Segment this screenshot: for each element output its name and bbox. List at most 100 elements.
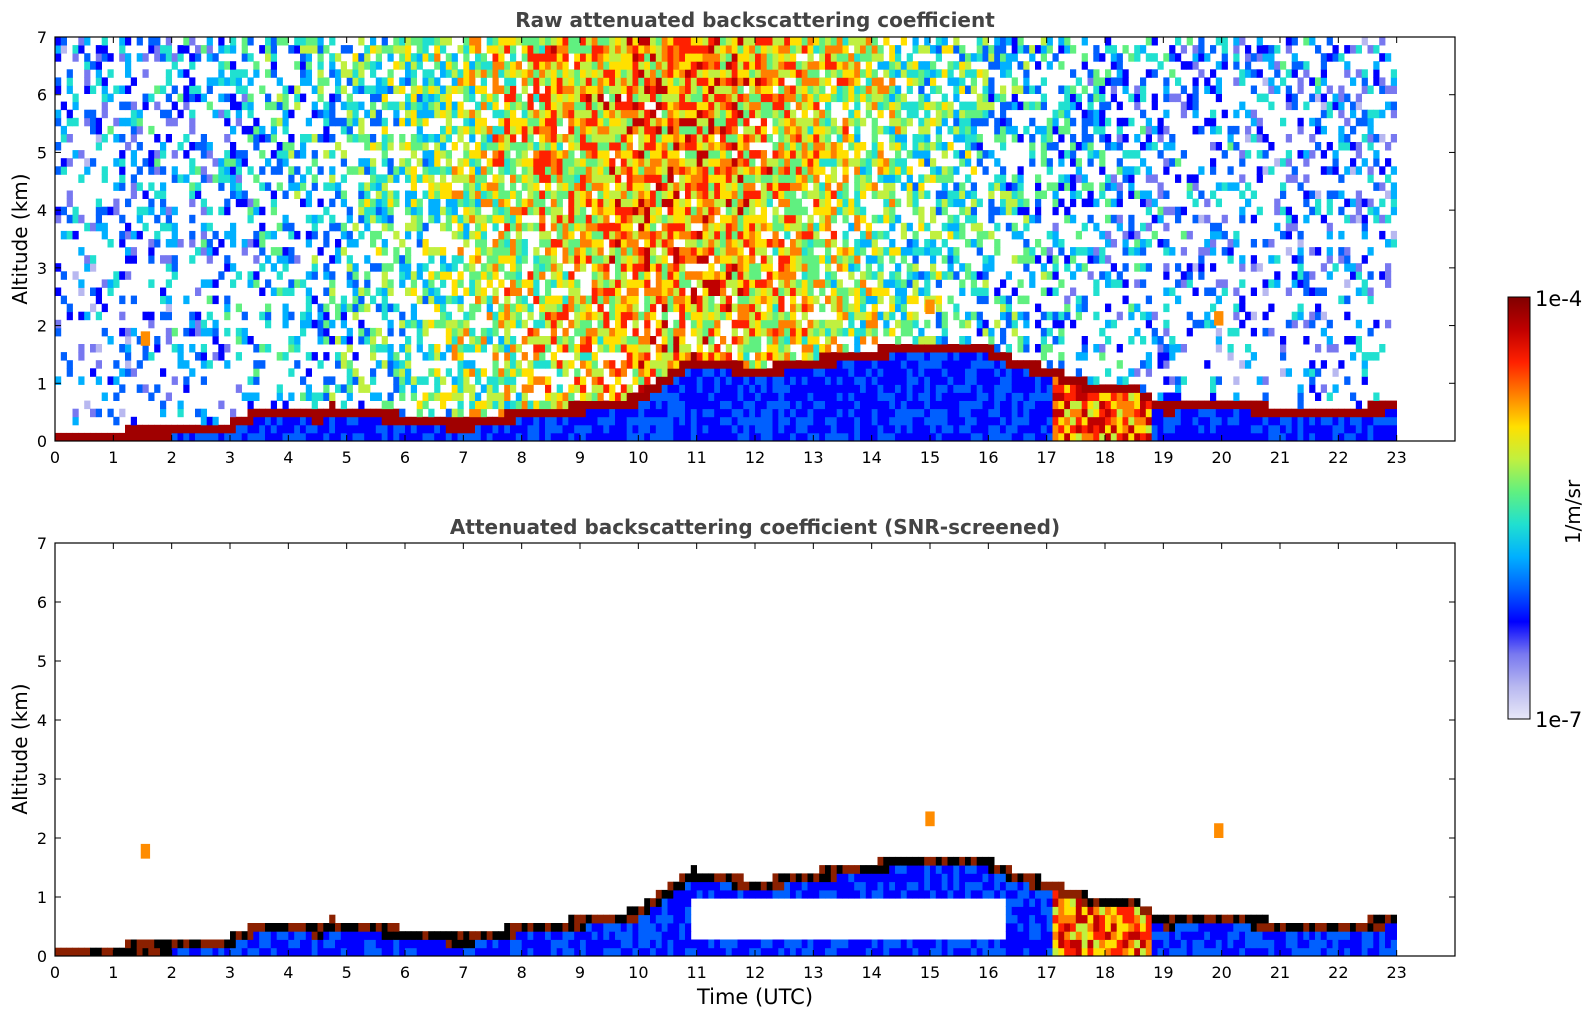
heat-cell xyxy=(148,182,155,191)
heat-cell xyxy=(714,109,721,119)
heat-cell xyxy=(860,384,867,393)
heat-cell xyxy=(294,45,301,54)
heat-cell xyxy=(638,45,645,54)
heat-cell xyxy=(679,344,686,353)
heat-cell xyxy=(387,53,394,62)
heat-cell xyxy=(661,400,668,410)
heat-cell xyxy=(638,77,645,86)
heat-cell xyxy=(305,239,312,248)
heat-cell xyxy=(696,174,703,183)
heat-cell xyxy=(661,311,668,321)
heat-cell xyxy=(125,198,132,208)
heat-cell xyxy=(183,101,190,111)
heat-cell xyxy=(294,101,301,111)
heat-cell xyxy=(574,416,581,426)
heat-cell xyxy=(247,77,254,86)
heat-cell xyxy=(638,263,645,272)
heat-cell xyxy=(130,368,137,377)
heat-cell xyxy=(405,190,412,199)
heat-cell xyxy=(655,327,662,337)
heat-cell xyxy=(247,376,254,385)
heat-cell xyxy=(760,368,767,377)
heat-cell xyxy=(655,117,662,127)
heat-cell xyxy=(865,158,872,167)
heat-cell xyxy=(871,182,878,191)
heat-cell xyxy=(766,158,773,167)
heat-cell xyxy=(486,182,493,191)
heat-cell xyxy=(370,416,377,426)
heat-cell xyxy=(381,142,388,151)
heat-cell xyxy=(644,311,651,321)
heat-cell xyxy=(743,327,750,337)
heat-cell xyxy=(690,214,697,224)
heat-cell xyxy=(708,109,715,119)
heat-cell xyxy=(492,263,499,272)
heat-cell xyxy=(574,263,581,272)
heat-cell xyxy=(615,295,622,305)
heat-cell xyxy=(725,432,732,441)
heat-cell xyxy=(300,134,307,143)
heat-cell xyxy=(842,392,849,401)
heat-cell xyxy=(340,117,347,127)
heat-cell xyxy=(527,432,534,441)
heat-cell xyxy=(749,174,756,183)
heat-cell xyxy=(504,376,511,385)
heat-cell xyxy=(632,319,639,329)
heat-cell xyxy=(346,77,353,86)
heat-cell xyxy=(399,344,406,353)
heat-cell xyxy=(743,142,750,151)
heat-cell xyxy=(545,287,552,296)
heat-cell xyxy=(235,271,242,280)
heat-cell xyxy=(358,53,365,62)
heat-cell xyxy=(335,416,342,426)
heat-cell xyxy=(352,166,359,175)
heat-cell xyxy=(807,77,814,86)
heat-cell xyxy=(772,69,779,78)
heat-cell xyxy=(66,69,73,78)
heat-cell xyxy=(282,37,289,46)
heat-cell xyxy=(265,416,272,426)
heat-cell xyxy=(708,327,715,337)
heat-cell xyxy=(854,125,861,135)
heat-cell xyxy=(860,432,867,441)
heat-cell xyxy=(679,303,686,313)
heat-cell xyxy=(895,344,902,353)
heat-cell xyxy=(504,287,511,296)
heat-cell xyxy=(370,368,377,377)
heat-cell xyxy=(492,142,499,151)
heat-cell xyxy=(533,327,540,337)
heat-cell xyxy=(533,360,540,369)
heat-cell xyxy=(486,125,493,135)
heat-cell xyxy=(247,400,254,410)
heat-cell xyxy=(819,53,826,62)
heat-cell xyxy=(825,142,832,151)
heat-cell xyxy=(562,109,569,119)
heat-cell xyxy=(632,287,639,296)
heat-cell xyxy=(492,400,499,410)
heat-cell xyxy=(714,279,721,288)
heat-cell xyxy=(673,287,680,296)
heat-cell xyxy=(527,109,534,119)
heat-cell xyxy=(510,214,517,224)
heat-cell xyxy=(900,384,907,393)
heat-cell xyxy=(440,416,447,426)
heat-cell xyxy=(469,424,476,434)
heat-cell xyxy=(743,198,750,208)
heat-cell xyxy=(469,190,476,199)
heat-cell xyxy=(463,424,470,434)
heat-cell xyxy=(609,336,616,345)
heat-cell xyxy=(230,142,237,151)
heat-cell xyxy=(655,174,662,183)
heat-cell xyxy=(346,344,353,353)
heat-cell xyxy=(720,287,727,296)
heat-cell xyxy=(807,190,814,199)
heat-cell xyxy=(568,190,575,199)
heat-cell xyxy=(661,77,668,86)
heat-cell xyxy=(335,190,342,199)
heat-cell xyxy=(416,37,423,46)
heat-cell xyxy=(340,303,347,313)
heat-cell xyxy=(877,255,884,264)
heat-cell xyxy=(737,352,744,361)
heat-cell xyxy=(148,239,155,248)
heat-cell xyxy=(568,416,575,426)
